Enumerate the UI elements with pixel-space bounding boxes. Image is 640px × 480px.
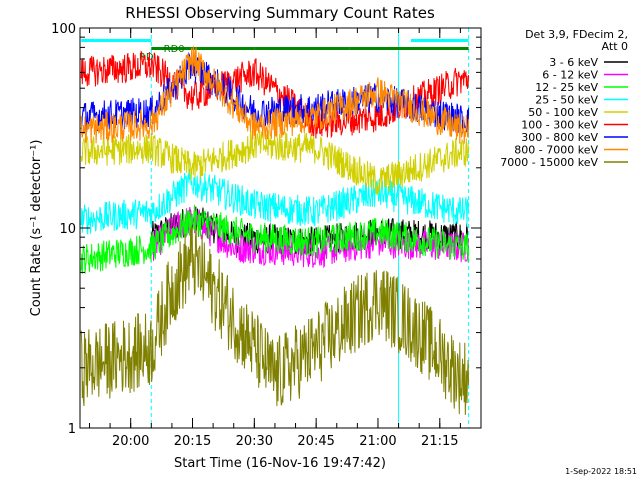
legend-label: 50 - 100 keV [528,106,598,119]
series-100-300-kev [80,50,470,139]
legend-label: 7000 - 15000 keV [500,156,598,169]
series-50-100-kev [80,129,470,196]
series-line [80,46,470,144]
y-tick-label: 1 [68,422,76,437]
x-tick-label: 21:00 [359,434,396,449]
series-line [80,168,470,236]
cyan-hbar-marker [410,39,469,42]
legend-label: 25 - 50 keV [535,94,598,107]
legend-title: Att 0 [602,40,628,53]
green-bar-marker [151,47,255,50]
series-layer [80,46,470,416]
x-tick-label: 20:15 [174,434,211,449]
series-800-7000-kev [80,46,470,144]
rd-annotation: RD [139,52,154,63]
legend-label: 800 - 7000 keV [514,144,598,157]
legend-label: 6 - 12 keV [542,69,598,82]
x-tick-label: 20:30 [236,434,273,449]
legend-title: Det 3,9, FDecim 2, [525,28,628,41]
series-line [80,226,470,416]
cyan-hbar-marker [81,39,152,42]
series-7000-15000-kev [80,226,470,416]
x-tick-label: 20:45 [297,434,334,449]
series-line [80,129,470,196]
y-axis-label: Count Rate (s⁻¹ detector⁻¹) [29,140,44,317]
green-bar-marker [254,47,350,50]
x-axis-label: Start Time (16-Nov-16 19:47:42) [174,456,386,471]
legend-label: 12 - 25 keV [535,81,598,94]
series-line [80,50,470,139]
legend-label: 3 - 6 keV [549,56,598,69]
y-tick-label: 10 [59,222,76,237]
y-tick-label: 100 [51,22,76,37]
series-line [80,204,470,274]
green-bar-marker [349,47,469,50]
series-12-25-kev [80,204,470,274]
x-tick-label: 20:00 [112,434,149,449]
series-25-50-kev [80,168,470,236]
timestamp: 1-Sep-2022 18:51 [565,467,637,476]
axes: 1 10 100 20:00 20:15 20:30 20:45 21:00 21:15 [51,22,482,449]
legend-label: 300 - 800 keV [521,131,598,144]
rd-annotation: RD0 [164,44,185,55]
chart-title: RHESSI Observing Summary Count Rates [125,4,435,22]
x-tick-label: 21:15 [421,434,458,449]
legend-label: 100 - 300 keV [521,119,598,132]
